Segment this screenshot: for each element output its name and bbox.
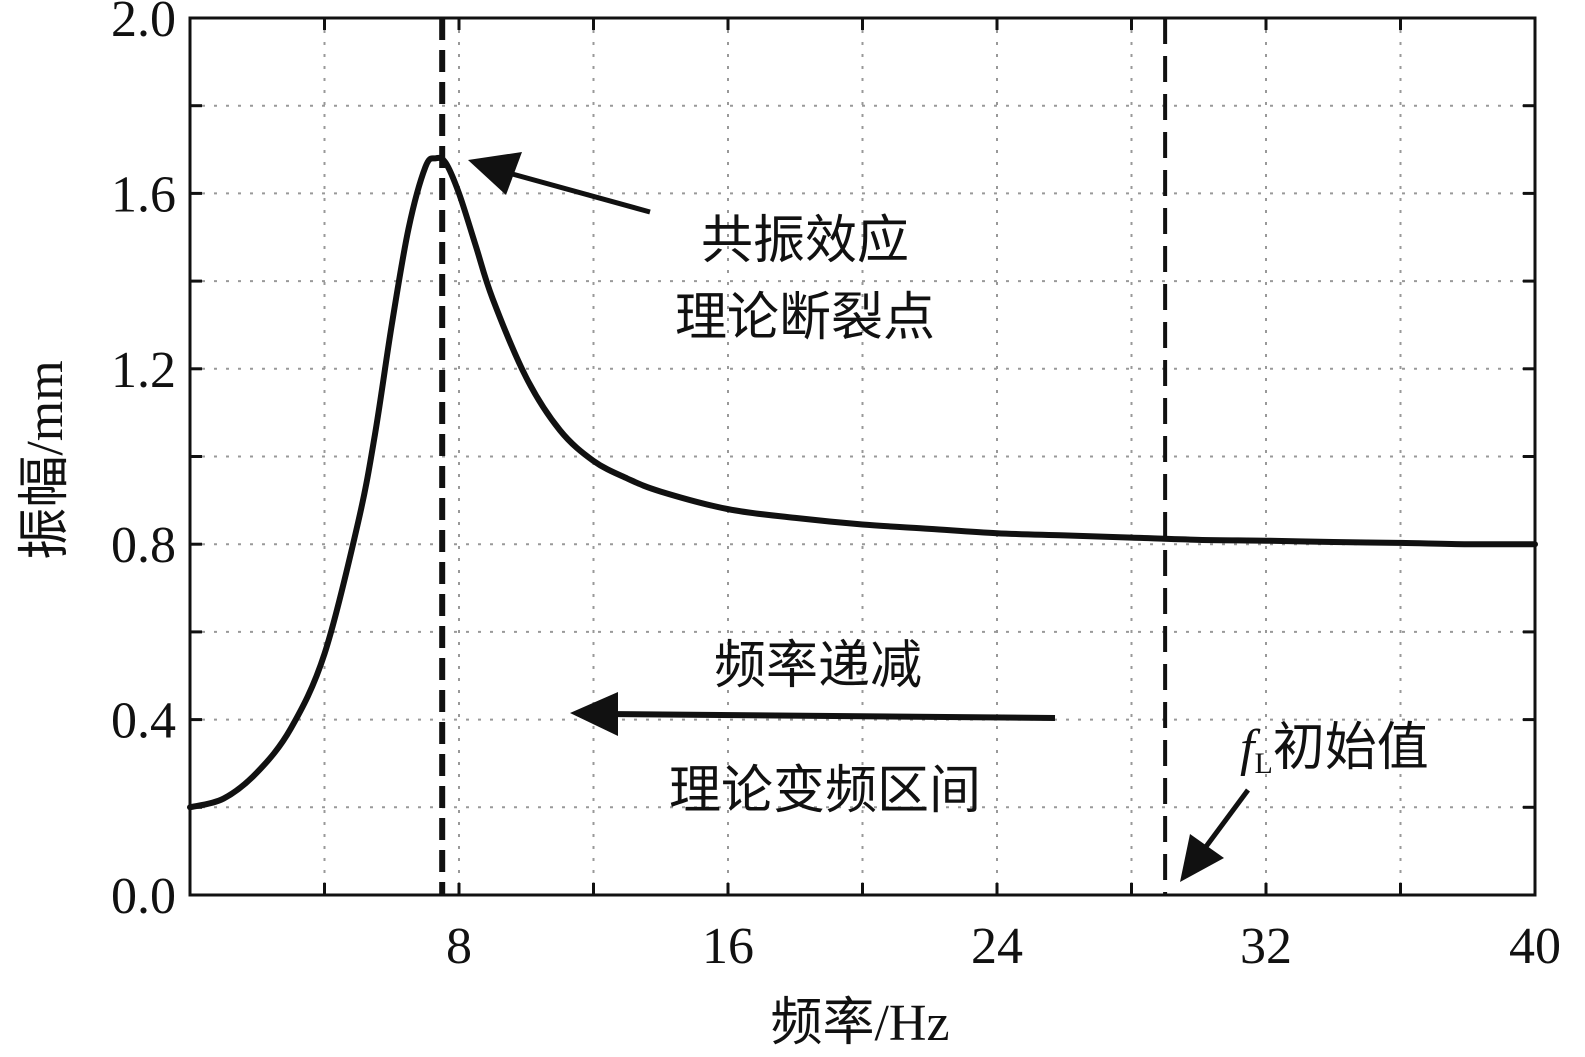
fl-subscript: L — [1254, 747, 1272, 780]
grid-lines — [190, 18, 1535, 895]
x-tick-label: 8 — [446, 918, 472, 975]
x-tick-label: 40 — [1509, 918, 1561, 975]
y-tick-label: 1.2 — [111, 342, 176, 399]
amplitude-curve — [187, 154, 1538, 811]
fl-arrow — [1180, 788, 1251, 882]
annotation-range: 理论变频区间 — [669, 761, 981, 821]
x-ticks: 8 16 24 32 40 — [323, 18, 1561, 975]
resonance-arrow — [468, 152, 651, 215]
fl-text: 初始值 — [1273, 718, 1429, 778]
y-ticks: 0.0 0.4 0.8 1.2 1.6 2.0 — [111, 0, 1535, 925]
y-tick-label: 0.0 — [111, 868, 176, 925]
decrease-arrow — [570, 692, 1056, 736]
x-tick-label: 32 — [1240, 918, 1292, 975]
annotation-resonance-line2: 理论断裂点 — [675, 288, 935, 348]
y-tick-label: 2.0 — [111, 0, 176, 48]
annotation-decrease: 频率递减 — [714, 636, 922, 696]
vertical-dashed-lines — [439, 18, 1168, 895]
x-axis-title: 频率/Hz — [770, 995, 949, 1052]
x-tick-label: 24 — [971, 918, 1023, 975]
annotation-resonance-line1: 共振效应 — [701, 211, 909, 271]
y-tick-label: 0.8 — [111, 517, 176, 574]
x-tick-label: 16 — [702, 918, 754, 975]
y-tick-label: 0.4 — [111, 693, 176, 750]
annotation-fl: fL初始值 — [1240, 718, 1429, 780]
y-axis-title: 振幅/mm — [17, 360, 74, 559]
y-tick-label: 1.6 — [111, 166, 176, 223]
